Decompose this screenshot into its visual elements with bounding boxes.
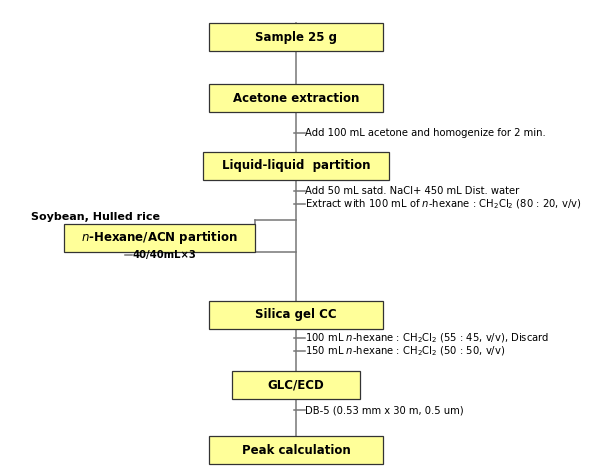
Text: 100 mL $\it{n}$-hexane : CH$_2$Cl$_2$ (55 : 45, v/v), Discard: 100 mL $\it{n}$-hexane : CH$_2$Cl$_2$ (5… (305, 331, 549, 345)
FancyBboxPatch shape (64, 224, 255, 252)
Text: DB-5 (0.53 mm x 30 m, 0.5 um): DB-5 (0.53 mm x 30 m, 0.5 um) (305, 405, 464, 415)
Text: GLC/ECD: GLC/ECD (268, 378, 324, 391)
Text: Add 50 mL satd. NaCl+ 450 mL Dist. water: Add 50 mL satd. NaCl+ 450 mL Dist. water (305, 186, 519, 197)
Text: Add 100 mL acetone and homogenize for 2 min.: Add 100 mL acetone and homogenize for 2 … (305, 128, 545, 138)
Text: Liquid-liquid  partition: Liquid-liquid partition (222, 159, 370, 172)
FancyBboxPatch shape (209, 301, 383, 329)
Text: 40/40mL×3: 40/40mL×3 (133, 250, 196, 260)
FancyBboxPatch shape (203, 152, 389, 180)
Text: Sample 25 g: Sample 25 g (255, 31, 337, 44)
FancyBboxPatch shape (209, 84, 383, 112)
Text: Peak calculation: Peak calculation (242, 444, 350, 457)
Text: $\it{n}$-Hexane/ACN partition: $\it{n}$-Hexane/ACN partition (81, 229, 238, 247)
FancyBboxPatch shape (209, 436, 383, 464)
FancyBboxPatch shape (232, 371, 360, 399)
Text: 150 mL $\it{n}$-hexane : CH$_2$Cl$_2$ (50 : 50, v/v): 150 mL $\it{n}$-hexane : CH$_2$Cl$_2$ (5… (305, 345, 505, 358)
Text: Extract with 100 mL of $\it{n}$-hexane : CH$_2$Cl$_2$ (80 : 20, v/v): Extract with 100 mL of $\it{n}$-hexane :… (305, 197, 581, 211)
Text: Acetone extraction: Acetone extraction (233, 91, 359, 105)
Text: Silica gel CC: Silica gel CC (255, 308, 337, 321)
FancyBboxPatch shape (209, 23, 383, 51)
Text: Soybean, Hulled rice: Soybean, Hulled rice (31, 212, 160, 222)
